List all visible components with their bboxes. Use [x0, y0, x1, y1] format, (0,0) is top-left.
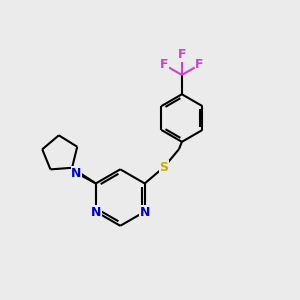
- Text: N: N: [71, 167, 82, 179]
- Text: N: N: [140, 206, 150, 219]
- Text: S: S: [160, 160, 169, 174]
- Text: F: F: [160, 58, 169, 71]
- Text: F: F: [195, 58, 204, 71]
- Text: F: F: [178, 48, 186, 61]
- Text: N: N: [91, 206, 101, 219]
